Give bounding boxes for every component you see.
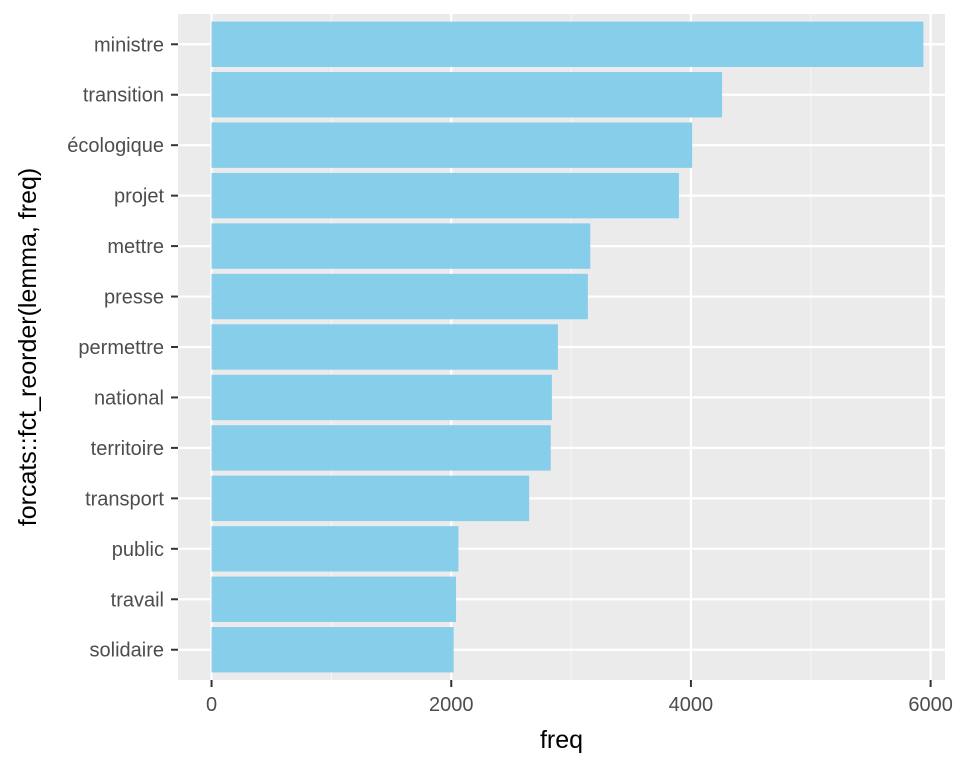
y-tick-label: mettre xyxy=(107,236,164,258)
bar-projet xyxy=(211,172,679,219)
y-tick-label: public xyxy=(112,539,164,561)
bar-public xyxy=(211,526,459,572)
bar-travail xyxy=(211,576,457,622)
y-tick-label: permettre xyxy=(78,337,164,359)
bar-transport xyxy=(211,475,530,522)
y-tick-label: projet xyxy=(114,186,164,208)
x-axis: 0 2000 4000 6000 xyxy=(206,680,953,716)
bar-écologique xyxy=(211,122,693,168)
y-tick-label: écologique xyxy=(67,135,164,157)
y-tick-label: presse xyxy=(104,287,164,309)
bar-solidaire xyxy=(211,627,454,673)
y-tick-label: ministre xyxy=(94,34,164,56)
bar-permettre xyxy=(211,324,558,370)
y-axis: ministre transition écologique projet mettre… xyxy=(67,34,178,662)
x-tick-label: 2000 xyxy=(429,694,474,716)
x-tick-label: 4000 xyxy=(669,694,714,716)
x-tick-label: 0 xyxy=(206,694,217,716)
bars xyxy=(211,21,924,673)
bar-presse xyxy=(211,273,588,320)
y-tick-label: territoire xyxy=(91,438,164,460)
bar-ministre xyxy=(211,21,924,67)
y-tick-label: national xyxy=(94,387,164,409)
y-tick-label: transport xyxy=(85,488,164,510)
y-tick-label: solidaire xyxy=(90,640,164,662)
bar-transition xyxy=(211,72,723,118)
y-axis-title: forcats::fct_reorder(lemma, freq) xyxy=(14,168,42,526)
bar-national xyxy=(211,374,552,421)
bar-territoire xyxy=(211,425,551,471)
x-tick-label: 6000 xyxy=(908,694,953,716)
y-tick-label: travail xyxy=(111,589,164,611)
y-tick-label: transition xyxy=(83,85,164,107)
bar-mettre xyxy=(211,223,591,269)
x-axis-title: freq xyxy=(540,726,583,754)
